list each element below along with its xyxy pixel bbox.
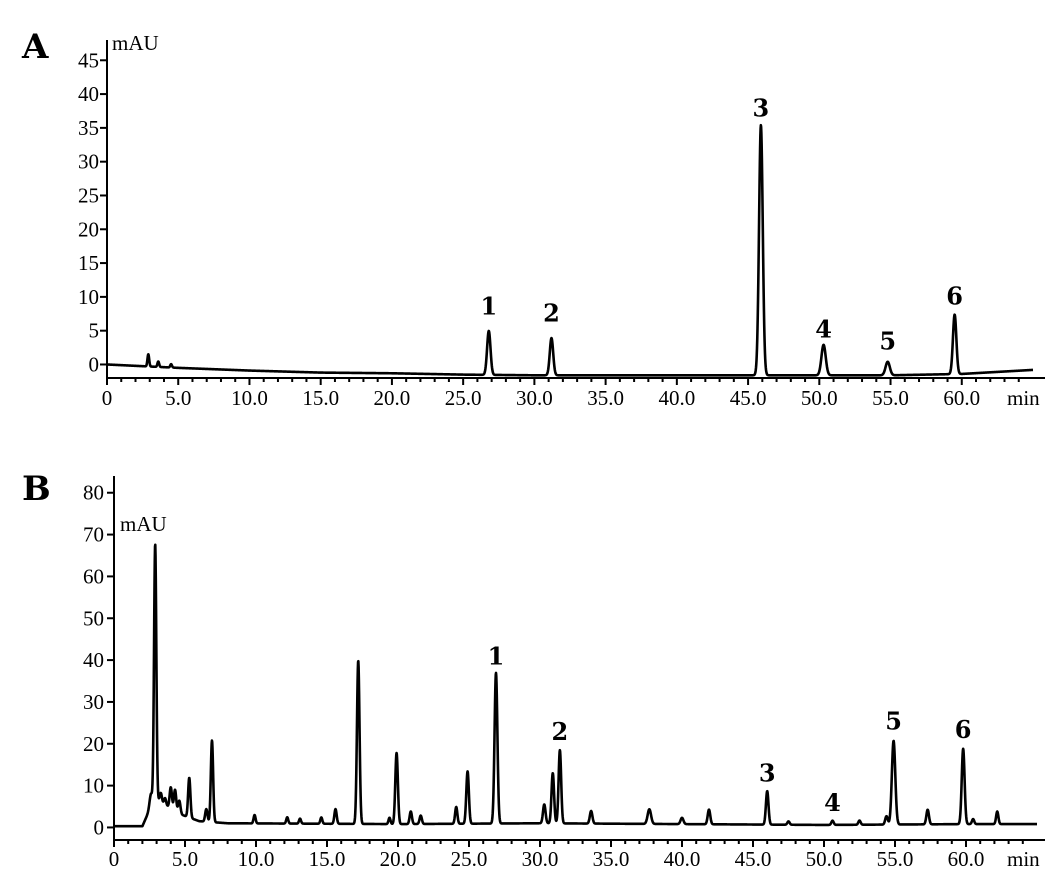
x-tick-label-b: 60.0 <box>948 847 985 871</box>
x-tick-label-b: 50.0 <box>806 847 843 871</box>
peak-label-a-5: 5 <box>879 327 896 356</box>
x-tick-label-b: 25.0 <box>451 847 488 871</box>
x-unit-label-a: min <box>1007 386 1040 410</box>
y-tick-label-a: 10 <box>78 285 99 309</box>
y-tick-label-a: 0 <box>89 352 100 376</box>
y-tick-label-a: 25 <box>78 183 99 207</box>
peak-label-b-2: 2 <box>552 717 569 746</box>
x-tick-label-a: 15.0 <box>302 386 339 410</box>
y-tick-label-a: 20 <box>78 217 99 241</box>
peak-label-group-b: 1 2 3 4 5 6 <box>488 642 972 817</box>
x-tick-label-a: 60.0 <box>943 386 980 410</box>
x-tick-label-b: 35.0 <box>593 847 630 871</box>
x-tick-label-a: 55.0 <box>872 386 909 410</box>
chromatogram-panel-b: B mAU min 0 5.0 10.0 15.0 20.0 25.0 30.0 35.0 40… <box>22 469 1045 871</box>
y-tick-label-b: 70 <box>83 523 104 547</box>
x-tick-label-b: 5.0 <box>172 847 198 871</box>
peak-label-a-3: 3 <box>753 93 770 122</box>
x-tick-label-b: 0 <box>109 847 120 871</box>
x-tick-label-a: 20.0 <box>374 386 411 410</box>
x-tick-label-a: 30.0 <box>516 386 553 410</box>
peak-label-b-5: 5 <box>885 706 902 735</box>
panel-letter-b: B <box>22 469 51 509</box>
y-tick-label-b: 10 <box>83 774 104 798</box>
y-tick-label-a: 35 <box>78 116 99 140</box>
peak-label-b-1: 1 <box>488 642 505 671</box>
x-tick-label-a: 0 <box>102 386 113 410</box>
peak-label-a-1: 1 <box>480 292 497 321</box>
tick-group-b: 0 5.0 10.0 15.0 20.0 25.0 30.0 35.0 40.0 45.0 50.0… <box>83 481 1024 871</box>
peak-label-b-3: 3 <box>759 759 776 788</box>
chromatogram-trace-a <box>105 123 1035 377</box>
x-tick-label-a: 40.0 <box>658 386 695 410</box>
y-tick-label-b: 50 <box>83 606 104 630</box>
x-tick-label-b: 55.0 <box>877 847 914 871</box>
peak-label-b-6: 6 <box>955 715 972 744</box>
y-tick-label-b: 80 <box>83 481 104 505</box>
x-tick-label-a: 50.0 <box>801 386 838 410</box>
peak-label-group-a: 1 2 3 4 5 6 <box>480 93 963 355</box>
y-tick-label-b: 0 <box>94 815 105 839</box>
y-tick-label-a: 30 <box>78 150 99 174</box>
peak-label-a-4: 4 <box>815 315 832 344</box>
peak-label-a-6: 6 <box>946 281 963 310</box>
peak-label-b-4: 4 <box>824 788 841 817</box>
y-tick-label-a: 40 <box>78 82 99 106</box>
x-tick-label-a: 45.0 <box>730 386 767 410</box>
tick-group-a: 0 5.0 10.0 15.0 20.0 25.0 30.0 35.0 40.0 45.0 50.0… <box>78 48 1020 410</box>
x-tick-label-a: 35.0 <box>587 386 624 410</box>
x-tick-label-b: 15.0 <box>309 847 346 871</box>
y-unit-label-b: mAU <box>120 512 167 536</box>
panel-letter-a: A <box>21 27 49 67</box>
chromatogram-trace-b <box>112 543 1039 828</box>
y-tick-label-b: 30 <box>83 690 104 714</box>
x-tick-label-b: 40.0 <box>664 847 701 871</box>
x-tick-label-b: 20.0 <box>380 847 417 871</box>
y-tick-label-b: 40 <box>83 648 104 672</box>
y-tick-label-a: 45 <box>78 48 99 72</box>
x-tick-label-a: 10.0 <box>231 386 268 410</box>
y-tick-label-b: 20 <box>83 732 104 756</box>
x-unit-label-b: min <box>1007 847 1040 871</box>
x-tick-label-b: 45.0 <box>735 847 772 871</box>
y-unit-label-a: mAU <box>112 31 159 55</box>
y-tick-label-b: 60 <box>83 564 104 588</box>
x-tick-label-a: 25.0 <box>445 386 482 410</box>
y-tick-label-a: 5 <box>89 319 100 343</box>
x-tick-label-b: 10.0 <box>238 847 275 871</box>
x-tick-label-a: 5.0 <box>165 386 191 410</box>
chromatogram-panel-a: A mAU min 0 5.0 10.0 15.0 20.0 25.0 30.0 35.0 40… <box>21 27 1045 410</box>
x-tick-label-b: 30.0 <box>522 847 559 871</box>
peak-label-a-2: 2 <box>543 298 560 327</box>
y-tick-label-a: 15 <box>78 251 99 275</box>
